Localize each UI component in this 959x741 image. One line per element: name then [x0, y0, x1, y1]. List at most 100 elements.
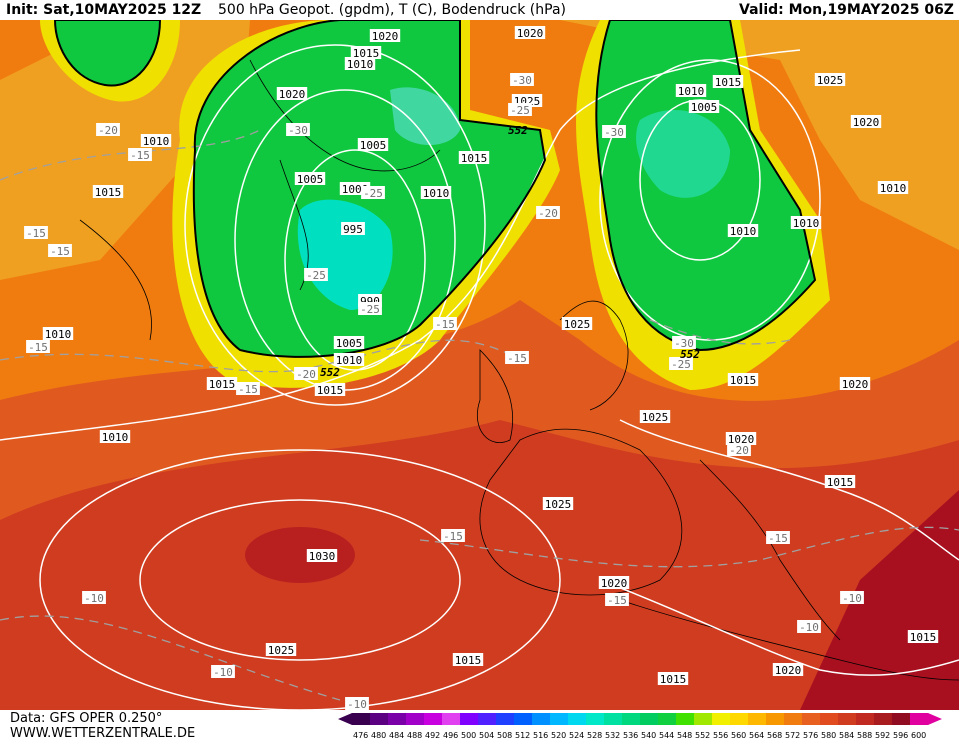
pressure-label: 1020 [369, 29, 401, 43]
svg-text:-10: -10 [213, 666, 233, 679]
svg-text:-15: -15 [26, 227, 46, 240]
pressure-label: 1005 [333, 336, 365, 350]
isobar-high-1 [139, 499, 461, 661]
scale-tick-label: 484 [389, 731, 404, 740]
svg-text:1025: 1025 [817, 74, 844, 87]
scale-swatch [658, 713, 676, 725]
pressure-label: 1015 [206, 377, 238, 391]
temp-contour-east [649, 319, 791, 345]
temperature-label: -20 [294, 367, 318, 381]
temperature-label: -10 [797, 620, 821, 634]
scale-swatch [856, 713, 874, 725]
scale-tick-label: 480 [371, 731, 386, 740]
scale-swatch [352, 713, 370, 725]
scale-tick-label: 532 [605, 731, 620, 740]
svg-text:1010: 1010 [102, 431, 129, 444]
svg-text:-20: -20 [538, 207, 558, 220]
temperature-label: -25 [669, 357, 693, 371]
scale-swatch [370, 713, 388, 725]
temperature-label: -20 [727, 443, 751, 457]
scale-swatch [892, 713, 910, 725]
greenland-coast [249, 59, 441, 172]
valid-time: Valid: Mon,19MAY2025 06Z [739, 2, 954, 18]
eastern-low-cold-core [636, 110, 730, 198]
pressure-label: 1020 [772, 663, 804, 677]
scale-swatch [712, 713, 730, 725]
scale-tick-label: 572 [785, 731, 800, 740]
svg-text:-25: -25 [306, 269, 326, 282]
scale-tick-label: 536 [623, 731, 638, 740]
svg-text:-15: -15 [443, 530, 463, 543]
pressure-label: 1020 [598, 576, 630, 590]
svg-text:1010: 1010 [880, 182, 907, 195]
svg-text:-10: -10 [347, 698, 367, 710]
scale-tick-label: 556 [713, 731, 728, 740]
map-title: 500 hPa Geopot. (gpdm), T (C), Bodendruc… [218, 2, 566, 18]
azores-high-core [245, 527, 355, 583]
scale-swatch [874, 713, 892, 725]
temperature-label: -10 [82, 591, 106, 605]
svg-text:1015: 1015 [209, 378, 236, 391]
pressure-label: 1025 [561, 317, 593, 331]
pressure-label: 1015 [712, 75, 744, 89]
svg-text:-30: -30 [604, 126, 624, 139]
svg-text:1015: 1015 [353, 47, 380, 60]
pressure-label: 1010 [727, 224, 759, 238]
pressure-label: 1010 [344, 57, 376, 71]
svg-text:1010: 1010 [678, 85, 705, 98]
greenland-trough-core [55, 20, 160, 86]
isobar-high-2 [39, 449, 561, 710]
svg-text:1015: 1015 [715, 76, 742, 89]
geopotential-552-label: 552 [680, 348, 700, 361]
scale-tick-label: 476 [353, 731, 368, 740]
pressure-label: 1020 [514, 26, 546, 40]
temperature-label: -25 [304, 268, 328, 282]
data-source: Data: GFS OPER 0.250° [10, 711, 163, 726]
scale-tick-label: 496 [443, 731, 458, 740]
pressure-label: 1010 [877, 181, 909, 195]
pressure-label: 1020 [276, 87, 308, 101]
temperature-label: -15 [236, 382, 260, 396]
temperature-label: -25 [361, 186, 385, 200]
isobar-low-1 [284, 149, 426, 371]
svg-text:-15: -15 [435, 318, 455, 331]
svg-text:-25: -25 [510, 104, 530, 117]
scale-high-arrow [928, 713, 942, 725]
svg-text:1005: 1005 [691, 101, 718, 114]
temperature-label: -10 [345, 697, 369, 710]
pressure-label: 1020 [850, 115, 882, 129]
isobars [0, 44, 959, 710]
svg-text:1025: 1025 [268, 644, 295, 657]
svg-text:-15: -15 [507, 352, 527, 365]
scale-tick-label: 512 [515, 731, 530, 740]
temperature-label: -15 [433, 317, 457, 331]
canada-coast [79, 219, 152, 341]
scale-swatch [388, 713, 406, 725]
temperature-label: -15 [605, 593, 629, 607]
svg-text:552: 552 [320, 366, 340, 379]
svg-text:1025: 1025 [564, 318, 591, 331]
scale-tick-label: 492 [425, 731, 440, 740]
svg-text:1005: 1005 [336, 337, 363, 350]
scale-swatch [730, 713, 748, 725]
italy-balkans [699, 459, 841, 641]
scale-swatch [640, 713, 658, 725]
svg-text:-15: -15 [50, 245, 70, 258]
temperature-label: -20 [96, 123, 120, 137]
coastlines [79, 59, 959, 681]
temperature-label: -15 [441, 529, 465, 543]
scale-tick-label: 540 [641, 731, 656, 740]
scale-swatch [568, 713, 586, 725]
svg-text:1010: 1010 [730, 225, 757, 238]
svg-text:-25: -25 [360, 303, 380, 316]
pressure-label: 995 [341, 222, 365, 236]
svg-text:1015: 1015 [660, 673, 687, 686]
svg-text:-30: -30 [512, 74, 532, 87]
scale-swatch [442, 713, 460, 725]
svg-text:1020: 1020 [279, 88, 306, 101]
svg-text:-20: -20 [98, 124, 118, 137]
scale-tick-label: 552 [695, 731, 710, 740]
svg-text:-15: -15 [607, 594, 627, 607]
temperature-label: -30 [602, 125, 626, 139]
pressure-label: 1015 [314, 383, 346, 397]
